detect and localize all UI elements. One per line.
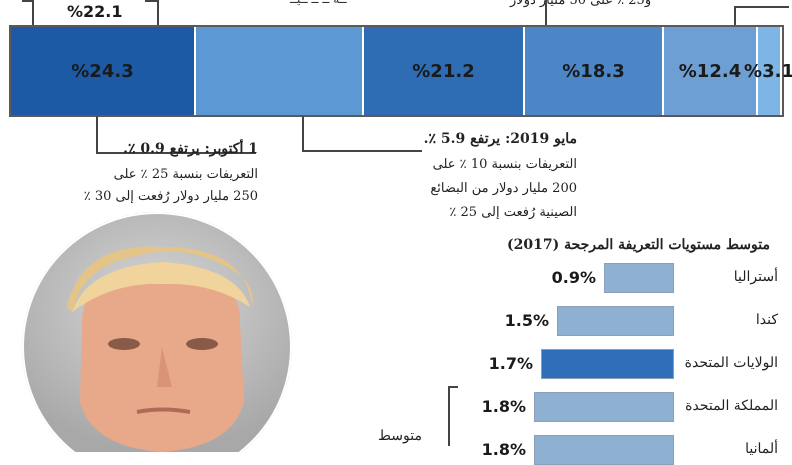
connector-top-mid [157,0,159,26]
connector-may-h [302,150,422,152]
main-bar-segment: %12.4 [664,27,758,115]
may-annotation-title: مايو 2019: يرتفع 5.9 ٪. [423,131,577,147]
main-bar-segment: %24.3 [11,27,196,115]
main-bar-segment [196,27,364,115]
portrait-photo [22,212,292,452]
comparison-value-label: 1.8% [481,397,526,416]
may-annotation-line3: الصينية رُفعت إلى 25 ٪ [449,205,577,220]
may-annotation-line2: 200 مليار دولار من البضائع [430,181,577,196]
average-bracket-line [448,386,450,446]
main-bar-segment-label: %24.3 [71,60,134,82]
top-center-partial-text: ــة ــ ــ ــيــ [290,0,347,10]
main-bar-segment: %21.2 [364,27,525,115]
connector-top-left-h [22,0,34,2]
comparison-bar [541,349,674,379]
main-bar-segment: %18.3 [525,27,664,115]
average-bracket-label: متوسط [378,428,422,444]
comparison-bar [534,435,674,465]
connector-top-mid-h [145,0,159,2]
left-top-label: %22.1 [67,2,123,21]
main-bar-frame [9,25,784,117]
comparison-country-label: الولايات المتحدة [684,355,778,371]
comparison-value-label: 1.5% [504,311,549,330]
connector-top-right-h [734,6,789,8]
comparison-value-label: 1.7% [488,354,533,373]
comparison-bar [534,392,674,422]
comparison-bar [604,263,674,293]
comparison-country-label: كندا [755,312,778,328]
oct-annotation-line2: 250 مليار دولار رُفعت إلى 30 ٪ [83,189,258,204]
comparison-value-label: 1.8% [481,440,526,459]
comparison-title: متوسط مستويات التعريفة المرجحة (2017) [507,237,770,253]
comparison-country-label: المملكة المتحدة [685,398,778,414]
main-bar-segment-label: %21.2 [412,60,475,82]
comparison-value-label: 0.9% [551,268,596,287]
average-bracket-top [448,386,458,388]
comparison-bar [557,306,674,336]
main-bar-segment-label: %18.3 [562,60,625,82]
connector-top-left [32,0,34,26]
main-bar-segment-label: %3.1 [744,60,792,82]
connector-oct-v [96,116,98,154]
connector-may-v [302,116,304,152]
comparison-country-label: ألمانيا [745,441,778,457]
oct-annotation-title: 1 أكتوبر: يرتفع 0.9 ٪. [123,141,258,157]
connector-oct-h [96,152,256,154]
oct-annotation-line1: التعريفات بنسبة 25 ٪ على [113,167,258,182]
may-annotation-line1: التعريفات بنسبة 10 ٪ على [432,157,577,172]
connector-top-right [734,6,736,26]
main-bar-segment-label: %12.4 [678,60,742,82]
connector-top-center [545,0,547,26]
main-bar-segment: %3.1 [744,27,792,115]
comparison-country-label: أستراليا [733,269,778,285]
top-right-partial-text: و25 ٪ على 50 مليار دولار [510,0,652,8]
